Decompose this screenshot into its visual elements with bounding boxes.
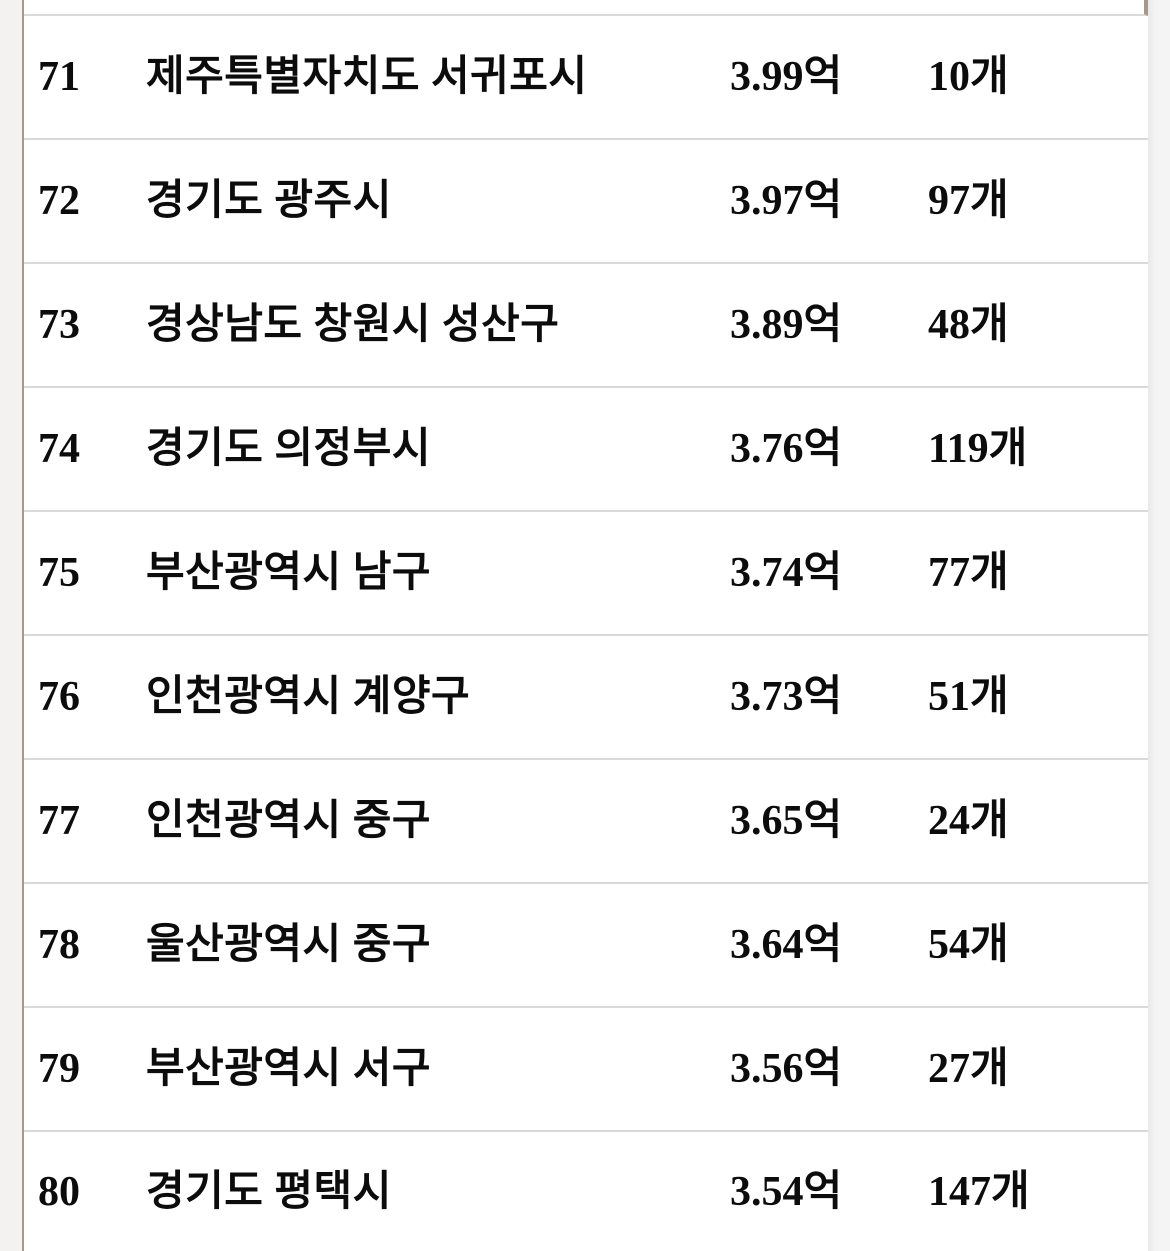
price-cell: 3.76억 <box>730 426 843 472</box>
rank-cell: 74 <box>38 426 80 472</box>
price-cell: 3.64억 <box>730 922 843 968</box>
count-cell: 54개 <box>928 922 1009 968</box>
table-row: 72 경기도 광주시 3.97억 97개 <box>24 140 1148 264</box>
price-cell: 3.54억 <box>730 1168 843 1215</box>
scrollbar-track[interactable] <box>1148 0 1170 1251</box>
region-cell: 경기도 의정부시 <box>146 426 431 472</box>
region-cell: 부산광역시 서구 <box>146 1046 431 1092</box>
table-row: 80 경기도 평택시 3.54억 147개 <box>24 1132 1148 1251</box>
table-row: 71 제주특별자치도 서귀포시 3.99억 10개 <box>24 16 1148 140</box>
ranking-table: 71 제주특별자치도 서귀포시 3.99억 10개 72 경기도 광주시 3.9… <box>24 16 1148 1251</box>
rank-cell: 76 <box>38 674 80 720</box>
table-row: 73 경상남도 창원시 성산구 3.89억 48개 <box>24 264 1148 388</box>
count-cell: 97개 <box>928 178 1009 224</box>
price-cell: 3.73억 <box>730 674 843 720</box>
count-cell: 24개 <box>928 798 1009 844</box>
table-row: 74 경기도 의정부시 3.76억 119개 <box>24 388 1148 512</box>
rank-cell: 71 <box>38 54 80 100</box>
rank-cell: 72 <box>38 178 80 224</box>
region-cell: 부산광역시 남구 <box>146 550 431 596</box>
page-left-gutter <box>0 0 22 1251</box>
price-cell: 3.56억 <box>730 1046 843 1092</box>
rank-cell: 73 <box>38 302 80 348</box>
region-cell: 인천광역시 계양구 <box>146 674 471 720</box>
region-cell: 경기도 광주시 <box>146 178 392 224</box>
count-cell: 77개 <box>928 550 1009 596</box>
price-cell: 3.65억 <box>730 798 843 844</box>
rank-cell: 80 <box>38 1168 80 1215</box>
rank-cell: 79 <box>38 1046 80 1092</box>
table-row: 75 부산광역시 남구 3.74억 77개 <box>24 512 1148 636</box>
region-cell: 경상남도 창원시 성산구 <box>146 302 560 348</box>
count-cell: 27개 <box>928 1046 1009 1092</box>
region-cell: 울산광역시 중구 <box>146 922 431 968</box>
price-cell: 3.74억 <box>730 550 843 596</box>
count-cell: 51개 <box>928 674 1009 720</box>
region-cell: 인천광역시 중구 <box>146 798 431 844</box>
count-cell: 10개 <box>928 54 1009 100</box>
table-row: 79 부산광역시 서구 3.56억 27개 <box>24 1008 1148 1132</box>
table-row: 77 인천광역시 중구 3.65억 24개 <box>24 760 1148 884</box>
count-cell: 147개 <box>928 1168 1030 1215</box>
table-row: 76 인천광역시 계양구 3.73억 51개 <box>24 636 1148 760</box>
table-left-border <box>22 0 24 1251</box>
price-cell: 3.89억 <box>730 302 843 348</box>
price-cell: 3.97억 <box>730 178 843 224</box>
previous-row-partial <box>24 0 1148 16</box>
rank-cell: 78 <box>38 922 80 968</box>
region-cell: 경기도 평택시 <box>146 1168 392 1215</box>
region-cell: 제주특별자치도 서귀포시 <box>146 54 588 100</box>
count-cell: 48개 <box>928 302 1009 348</box>
count-cell: 119개 <box>928 426 1028 472</box>
rank-cell: 75 <box>38 550 80 596</box>
rank-cell: 77 <box>38 798 80 844</box>
price-cell: 3.99억 <box>730 54 843 100</box>
table-row: 78 울산광역시 중구 3.64억 54개 <box>24 884 1148 1008</box>
